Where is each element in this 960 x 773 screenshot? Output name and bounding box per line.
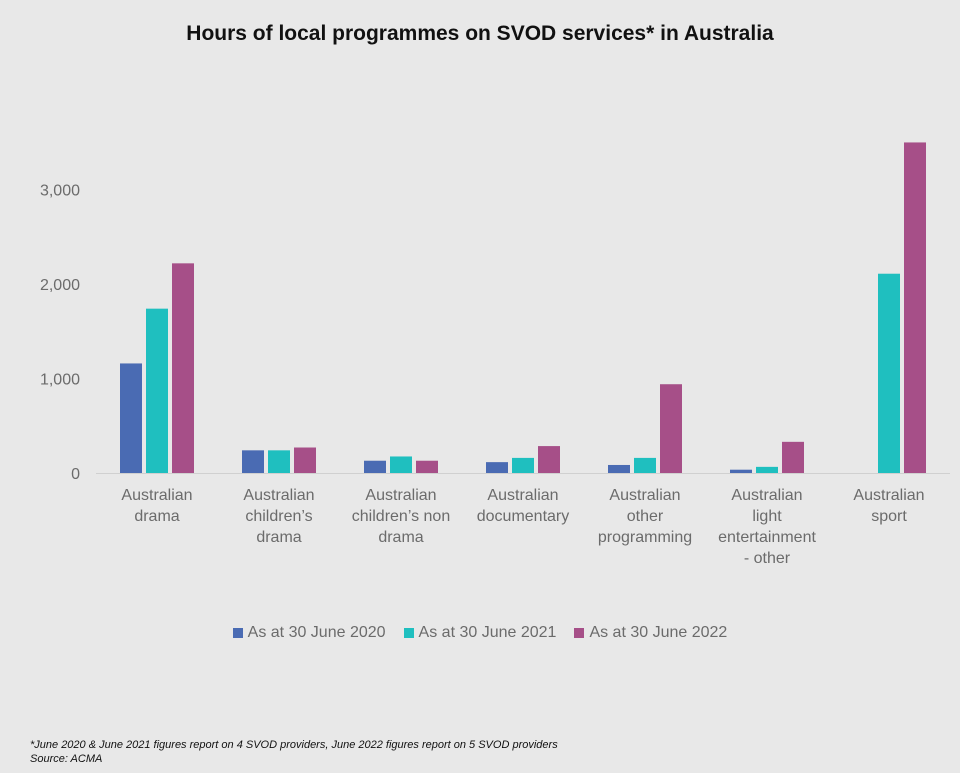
- y-axis: 0 1,000 2,000 3,000: [40, 183, 80, 483]
- bar: [242, 450, 264, 473]
- x-category-label: Australian children’s drama: [243, 487, 314, 546]
- legend-label-2021: As at 30 June 2021: [418, 624, 557, 641]
- legend-item-2022: As at 30 June 2022: [574, 624, 727, 642]
- bar: [730, 469, 752, 473]
- chart-title: Hours of local programmes on SVOD servic…: [186, 22, 774, 45]
- bar: [486, 462, 508, 473]
- x-category-label: Australian light entertainment - other: [718, 487, 816, 567]
- bar: [878, 273, 900, 473]
- x-category-label: Australian documentary: [477, 487, 570, 525]
- x-category-label: Australian other programming: [598, 487, 692, 546]
- y-tick-label: 3,000: [40, 183, 80, 200]
- bar: [608, 464, 630, 473]
- bar: [904, 142, 926, 473]
- y-tick-label: 2,000: [40, 277, 80, 294]
- bar: [538, 446, 560, 473]
- x-category-label: Australian sport: [853, 487, 924, 525]
- y-tick-label: 0: [71, 466, 80, 483]
- x-category-label: Australian children’s non drama: [352, 487, 450, 546]
- bars: [120, 142, 926, 473]
- bar: [172, 263, 194, 473]
- legend-item-2021: As at 30 June 2021: [403, 624, 557, 642]
- bar: [390, 456, 412, 473]
- legend-swatch-2020: [232, 628, 243, 638]
- legend-item-2020: As at 30 June 2020: [232, 624, 386, 642]
- bar: [416, 460, 438, 473]
- bar: [512, 457, 534, 473]
- footnote: *June 2020 & June 2021 figures report on…: [30, 738, 558, 766]
- bar: [756, 466, 778, 473]
- bar: [146, 308, 168, 473]
- footnote-providers: *June 2020 & June 2021 figures report on…: [30, 739, 558, 751]
- legend-label-2022: As at 30 June 2022: [589, 624, 728, 641]
- bar: [294, 447, 316, 473]
- legend: As at 30 June 2020 As at 30 June 2021 As…: [0, 624, 960, 642]
- bar: [782, 441, 804, 473]
- bar: [634, 457, 656, 473]
- bar: [268, 450, 290, 473]
- legend-swatch-2021: [403, 628, 414, 638]
- legend-swatch-2022: [574, 628, 585, 638]
- bar: [364, 460, 386, 473]
- y-tick-label: 1,000: [40, 372, 80, 389]
- footnote-source: Source: ACMA: [30, 753, 103, 765]
- bar: [660, 384, 682, 473]
- x-axis-labels: Australian drama Australian children’s drama…: [121, 487, 924, 567]
- legend-label-2020: As at 30 June 2020: [247, 624, 386, 641]
- bar: [120, 363, 142, 473]
- x-category-label: Australian drama: [121, 487, 192, 525]
